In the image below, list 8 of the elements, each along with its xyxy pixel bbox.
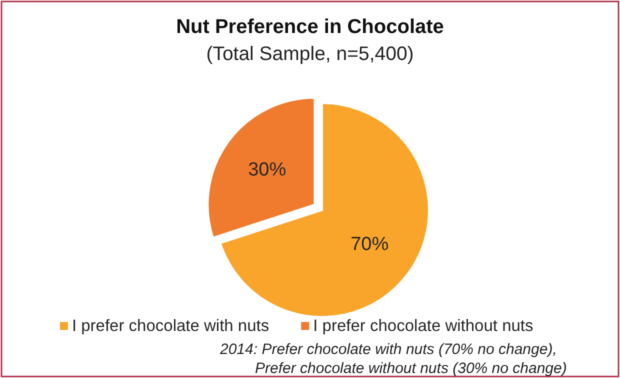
data-label: 70% <box>350 234 389 256</box>
chart-title: Nut Preference in Chocolate <box>176 16 444 38</box>
legend-label: I prefer chocolate without nuts <box>313 317 534 335</box>
text: 2014: Prefer chocolate with nuts (70% no change), <box>219 341 557 358</box>
legend-label: I prefer chocolate with nuts <box>72 317 270 335</box>
text: Prefer chocolate without nuts (30% no change) <box>255 360 567 377</box>
chart-subtitle: (Total Sample, n=5,400) <box>206 43 414 65</box>
data-label: 30% <box>248 160 286 181</box>
